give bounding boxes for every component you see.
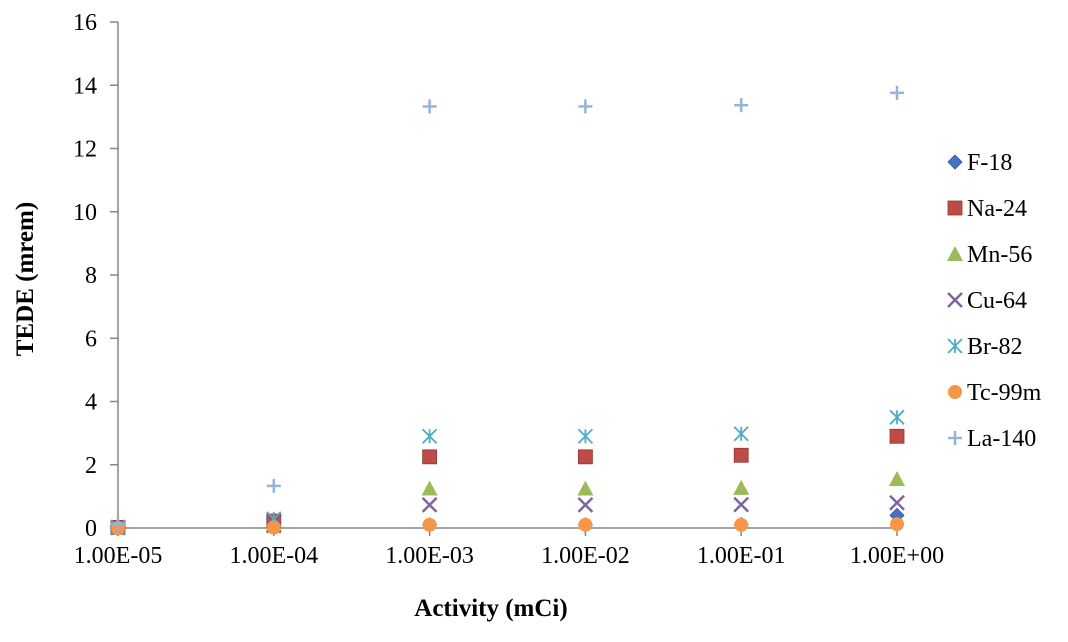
- legend-item: Tc-99m: [948, 380, 1042, 406]
- series-la-140: [111, 85, 904, 531]
- series-f-18: [110, 507, 905, 536]
- data-point: [733, 479, 750, 495]
- data-point: [578, 99, 593, 114]
- legend-item: La-140: [948, 426, 1036, 452]
- legend-label: Cu-64: [967, 288, 1027, 314]
- legend-marker: [947, 292, 963, 308]
- legend-item: Na-24: [947, 196, 1027, 222]
- data-point: [421, 428, 438, 444]
- x-tick-label: 1.00E+00: [850, 543, 944, 569]
- x-tick-label: 1.00E-02: [541, 543, 630, 569]
- series-br-82: [110, 409, 905, 535]
- legend-item: Cu-64: [947, 288, 1027, 314]
- y-tick-label: 12: [73, 137, 97, 163]
- y-tick-label: 6: [85, 326, 97, 352]
- legend-label: Tc-99m: [967, 380, 1042, 406]
- legend-marker: [947, 154, 963, 170]
- legend-label: F-18: [967, 150, 1012, 176]
- data-point: [733, 496, 750, 513]
- legend-label: Mn-56: [967, 242, 1032, 268]
- legend-marker: [948, 431, 962, 445]
- data-points: [110, 85, 905, 536]
- x-tick-label: 1.00E-03: [385, 543, 474, 569]
- data-point: [422, 99, 437, 114]
- data-point: [421, 480, 438, 496]
- axes: [110, 21, 898, 536]
- data-point: [890, 517, 904, 532]
- y-tick-label: 4: [85, 390, 97, 416]
- data-point: [422, 449, 438, 465]
- data-point: [577, 497, 594, 513]
- series-na-24: [110, 428, 905, 535]
- data-point: [111, 516, 125, 531]
- x-tick-label: 1.00E-04: [229, 543, 318, 569]
- series-cu-64: [110, 494, 905, 536]
- data-point: [266, 520, 281, 535]
- legend-label: La-140: [967, 426, 1036, 452]
- y-tick-label: 0: [85, 516, 97, 542]
- legend: F-18 Na-24 Mn-56 Cu-64 Br-82 Tc-99m La-140: [947, 150, 1042, 452]
- y-tick-label: 16: [73, 10, 97, 36]
- data-point: [578, 449, 593, 465]
- legend-marker: [948, 385, 962, 399]
- data-point: [890, 85, 904, 100]
- data-point: [577, 480, 594, 496]
- legend-label: Na-24: [967, 196, 1027, 222]
- series-mn-56: [110, 470, 905, 535]
- y-tick-label: 10: [73, 200, 97, 226]
- data-point: [422, 517, 437, 532]
- y-tick-label: 14: [73, 73, 97, 99]
- data-point: [733, 426, 749, 442]
- legend-item: Mn-56: [947, 242, 1032, 268]
- legend-marker: [947, 200, 963, 216]
- y-tick-label: 8: [85, 263, 97, 289]
- x-tick-label: 1.00E-05: [74, 543, 163, 569]
- data-point: [577, 428, 594, 444]
- y-tick-label: 2: [85, 453, 97, 479]
- data-point: [734, 517, 749, 532]
- data-point: [889, 409, 905, 425]
- legend-item: Br-82: [947, 334, 1023, 360]
- data-point: [578, 517, 593, 532]
- data-point: [266, 478, 281, 493]
- data-point: [733, 447, 749, 463]
- data-point: [889, 494, 905, 511]
- data-point: [734, 98, 749, 113]
- legend-marker: [947, 338, 963, 354]
- data-point: [421, 497, 438, 513]
- x-axis-title: Activity (mCi): [414, 595, 567, 622]
- series-tc-99m: [111, 517, 904, 535]
- data-point: [889, 428, 905, 444]
- data-point: [889, 470, 905, 486]
- legend-marker: [947, 246, 963, 261]
- legend-item: F-18: [947, 150, 1012, 176]
- tick-labels: 0 2 4 6 8 10 12 14 16 1.00E-05 1.00E-04 1.00E-03 1.0…: [73, 10, 944, 569]
- legend-label: Br-82: [967, 334, 1023, 360]
- x-tick-label: 1.00E-01: [697, 543, 786, 569]
- y-axis-title: TEDE (mrem): [12, 202, 39, 356]
